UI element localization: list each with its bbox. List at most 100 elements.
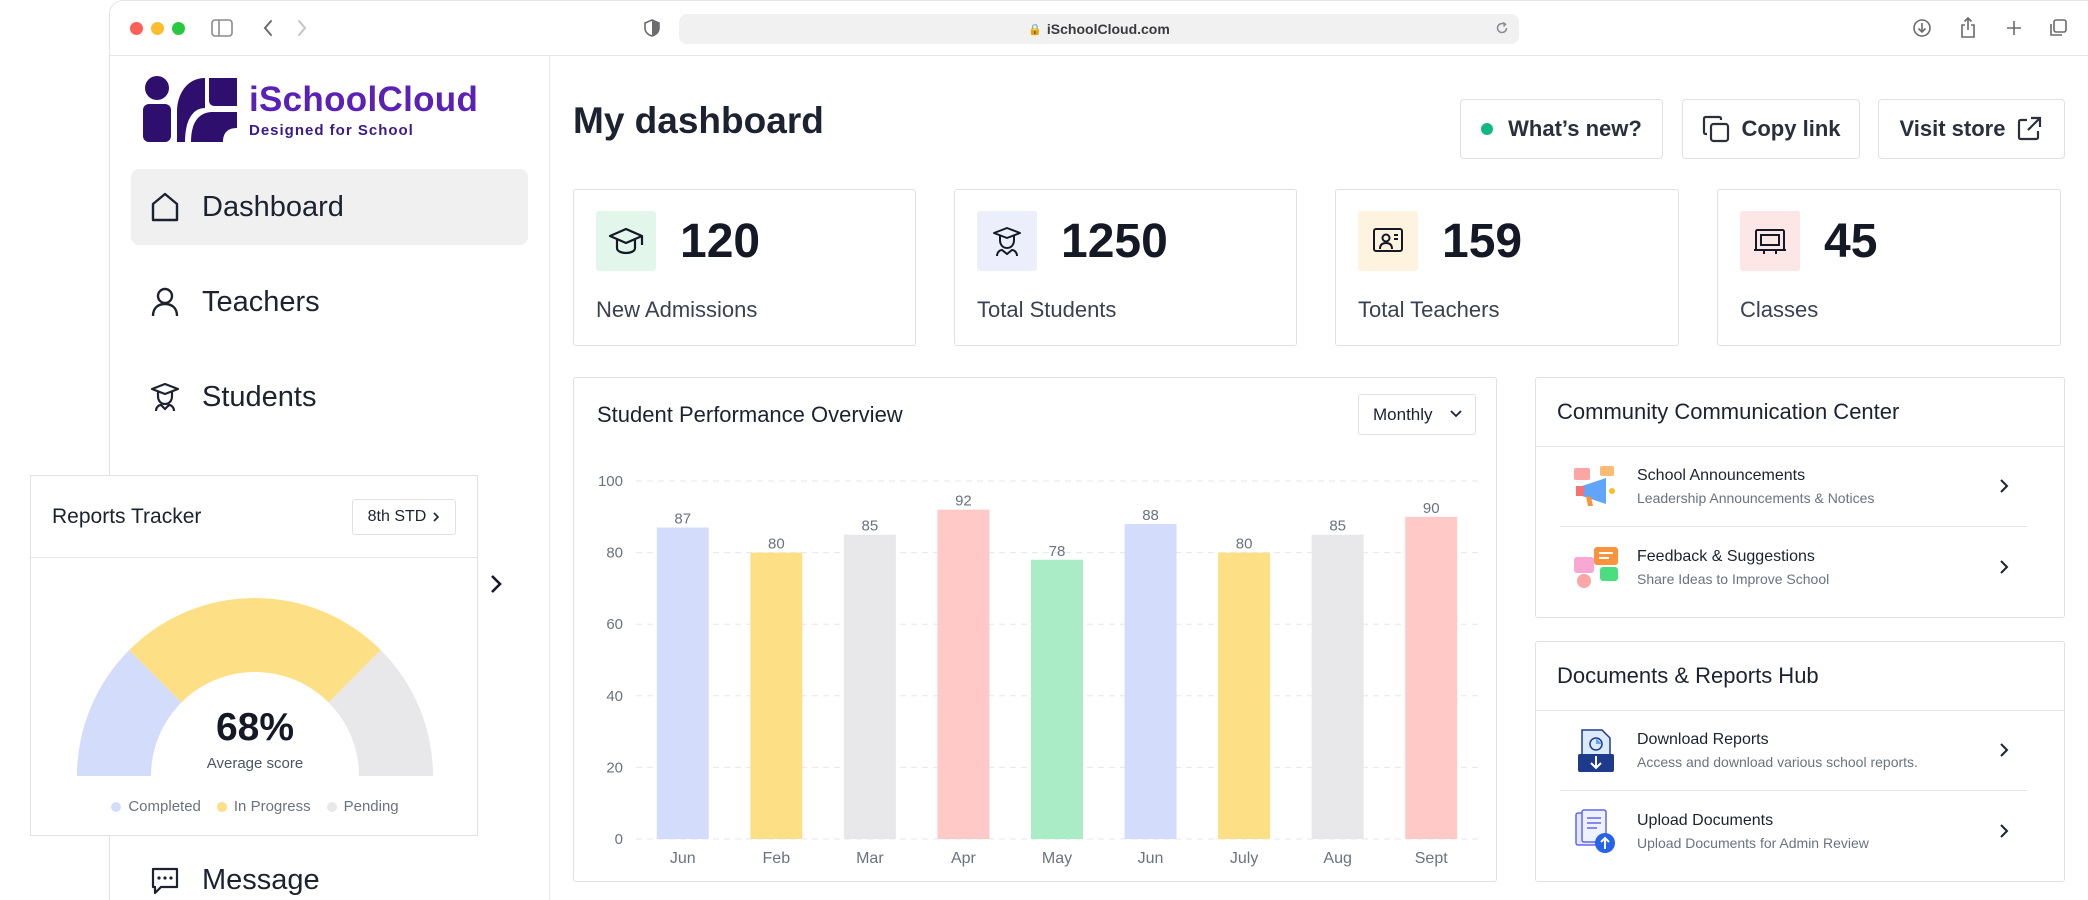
x-tick-label: Jun — [1138, 850, 1164, 867]
download-icon[interactable] — [1910, 16, 1934, 40]
stat-label: Total Teachers — [1358, 297, 1500, 322]
list-item-upload-documents[interactable]: Upload Documents Upload Documents for Ad… — [1560, 792, 2027, 872]
forward-icon[interactable] — [290, 16, 314, 40]
student-icon — [977, 211, 1037, 271]
url-text: iSchoolCloud.com — [1046, 21, 1170, 37]
legend-item-in-progress: In Progress — [216, 798, 311, 815]
bar-value-label: 92 — [955, 493, 972, 510]
chevron-down-icon — [1450, 410, 1462, 418]
lock-icon: 🔒 — [1028, 23, 1042, 36]
external-link-icon — [2018, 116, 2042, 141]
card-title: Reports Tracker — [52, 505, 202, 528]
list-item-download-reports[interactable]: Download Reports Access and download var… — [1560, 711, 2027, 791]
y-tick-label: 100 — [598, 473, 623, 490]
list-item-subtitle: Leadership Announcements & Notices — [1637, 490, 1875, 506]
message-icon — [151, 867, 179, 895]
privacy-shield-icon[interactable] — [640, 16, 664, 40]
whats-new-label: What’s new? — [1508, 116, 1642, 141]
sidebar-item-dashboard[interactable]: Dashboard — [131, 169, 528, 245]
community-communication-card: Community Communication Center School An… — [1535, 377, 2065, 618]
download-report-icon — [1578, 729, 1614, 772]
visit-store-label: Visit store — [1899, 116, 2006, 141]
list-item-subtitle: Share Ideas to Improve School — [1637, 571, 1830, 587]
bar — [656, 527, 709, 839]
status-dot-icon — [1481, 123, 1494, 135]
new-tab-icon[interactable] — [2002, 16, 2026, 40]
x-tick-label: Mar — [856, 850, 884, 867]
bar-value-label: 85 — [862, 518, 879, 535]
zoom-window-button[interactable] — [172, 22, 185, 35]
list-item-school-announcements[interactable]: School Announcements Leadership Announce… — [1560, 447, 2027, 527]
list-item-title: Download Reports — [1637, 731, 1769, 748]
reload-icon[interactable] — [1495, 21, 1509, 38]
address-bar[interactable]: 🔒 iSchoolCloud.com — [679, 14, 1519, 44]
stat-card-total-students[interactable]: 1250 Total Students — [954, 189, 1297, 346]
chevron-right-icon[interactable] — [489, 573, 503, 595]
stat-card-classes[interactable]: 45 Classes — [1717, 189, 2061, 346]
reports-tracker-card: Reports Tracker 8th STD 68% Average scor… — [30, 475, 478, 836]
gauge-segment-in-progress — [129, 598, 381, 703]
documents-reports-card: Documents & Reports Hub Download Reports… — [1535, 641, 2065, 882]
stat-label: Classes — [1740, 297, 1819, 322]
stat-label: Total Students — [977, 297, 1117, 322]
period-select[interactable]: Monthly — [1358, 394, 1476, 435]
home-icon — [151, 192, 179, 222]
list-item-title: Upload Documents — [1637, 812, 1774, 829]
card-title: Documents & Reports Hub — [1557, 663, 1819, 688]
card-title: Student Performance Overview — [597, 402, 903, 427]
bar — [1218, 552, 1271, 839]
sidebar-item-message[interactable]: Message — [131, 842, 528, 900]
card-title: Community Communication Center — [1557, 399, 1900, 424]
gauge-legend: Completed In Progress Pending — [31, 798, 479, 815]
y-tick-label: 20 — [606, 759, 623, 776]
bar-value-label: 80 — [1236, 536, 1253, 553]
feedback-icon — [1574, 547, 1618, 588]
period-value: Monthly — [1373, 404, 1433, 424]
x-tick-label: Sept — [1415, 850, 1448, 867]
chevron-right-icon — [2000, 824, 2009, 838]
x-tick-label: Jun — [670, 850, 696, 867]
sidebar-toggle-icon[interactable] — [210, 16, 234, 40]
gauge-chart — [77, 598, 433, 776]
stat-value: 159 — [1442, 215, 1523, 268]
y-tick-label: 40 — [606, 688, 623, 705]
y-tick-label: 0 — [615, 831, 623, 848]
y-tick-label: 60 — [606, 616, 623, 633]
chevron-right-icon — [2000, 743, 2009, 757]
close-window-button[interactable] — [130, 22, 143, 35]
bar — [1311, 534, 1364, 839]
sidebar-item-label: Students — [202, 380, 317, 413]
stat-card-new-admissions[interactable]: 120 New Admissions — [573, 189, 916, 346]
back-icon[interactable] — [256, 16, 280, 40]
whats-new-button[interactable]: What’s new? — [1460, 99, 1663, 159]
chevron-right-icon — [2000, 560, 2009, 574]
bar-value-label: 80 — [768, 536, 785, 553]
graduation-cap-icon — [596, 211, 656, 271]
grade-value: 8th STD — [367, 508, 427, 525]
teacher-board-icon — [1358, 211, 1418, 271]
stat-card-total-teachers[interactable]: 159 Total Teachers — [1335, 189, 1679, 346]
student-performance-card: Student Performance Overview Monthly 0 20… — [573, 377, 1497, 882]
list-item-feedback-suggestions[interactable]: Feedback & Suggestions Share Ideas to Im… — [1560, 528, 2027, 608]
sidebar-item-students[interactable]: Students — [131, 359, 528, 435]
bar — [750, 552, 803, 839]
grade-select-button[interactable]: 8th STD — [352, 499, 456, 535]
stat-label: New Admissions — [596, 297, 758, 322]
bar-value-label: 78 — [1049, 543, 1066, 560]
gauge-segment-pending — [328, 650, 433, 776]
tab-overview-icon[interactable] — [2046, 16, 2070, 40]
brand-logo[interactable]: iSchoolCloud Designed for School — [141, 76, 478, 142]
copy-icon — [1703, 115, 1730, 143]
sidebar-item-label: Dashboard — [202, 190, 344, 223]
list-item-subtitle: Access and download various school repor… — [1637, 754, 1918, 770]
sidebar-item-label: Message — [202, 863, 320, 896]
copy-link-button[interactable]: Copy link — [1682, 99, 1860, 159]
stat-value: 1250 — [1061, 215, 1168, 268]
minimize-window-button[interactable] — [151, 22, 164, 35]
visit-store-button[interactable]: Visit store — [1878, 99, 2065, 159]
y-tick-label: 80 — [606, 545, 623, 562]
gauge-subtitle: Average score — [206, 755, 304, 772]
sidebar-item-teachers[interactable]: Teachers — [131, 264, 528, 340]
brand-tagline: Designed for School — [249, 121, 414, 139]
share-icon[interactable] — [1956, 16, 1980, 40]
